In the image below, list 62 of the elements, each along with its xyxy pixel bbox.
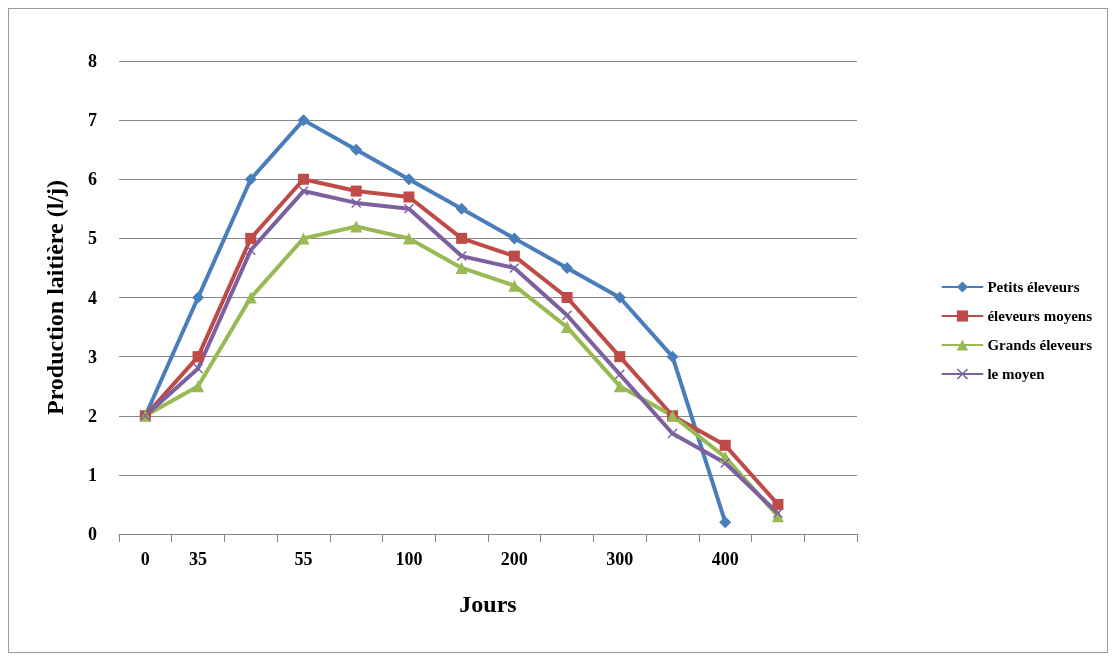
point [508,250,520,262]
point [456,251,467,262]
y-tick-label: 0 [88,524,97,544]
point [350,185,362,197]
point [402,173,415,186]
point [298,173,309,185]
y-tick-label: 8 [88,51,97,71]
x-tick-label: 100 [395,549,423,569]
y-tick-label: 1 [88,464,97,485]
point [402,232,415,245]
legend-label: Petits éleveurs [987,279,1080,295]
point [350,143,363,156]
point [562,310,573,321]
point [455,261,468,274]
x-tick-label: 35 [189,549,208,569]
point [192,380,205,393]
point [298,186,309,197]
point [614,351,626,363]
x-tick-label: 200 [500,549,528,569]
y-tick-label: 2 [88,405,97,426]
y-tick-label: 5 [88,228,97,249]
point [245,232,257,244]
x-tick-label: 0 [140,549,150,569]
y-tick-label: 4 [88,287,97,308]
point [509,262,520,273]
y-tick-label: 6 [88,169,97,190]
point [667,428,678,439]
point [719,439,731,451]
point [403,191,415,203]
point [351,197,362,208]
point [192,291,205,304]
point [772,508,783,519]
point [720,458,731,469]
x-tick-label: 300 [606,549,634,569]
legend-label: le moyen [987,366,1046,382]
point [403,203,414,214]
x-axis-title: Jours [459,591,517,617]
y-tick-label: 3 [88,346,97,367]
x-tick-label: 55 [294,549,313,569]
point [614,369,625,380]
y-axis-title: Production laitière (l/j) [42,179,68,416]
legend-label: Grands éleveurs [987,337,1093,353]
point [245,245,256,256]
point [192,351,204,363]
x-tick-label: 400 [711,549,739,569]
point [666,350,679,363]
point [613,380,626,393]
point [244,291,257,304]
point [613,291,626,304]
point [297,114,310,127]
point [719,516,732,529]
point [561,261,574,274]
point [772,498,784,510]
point [456,232,468,244]
y-tick-label: 7 [88,110,97,131]
point [193,363,204,374]
point [455,202,468,215]
point [244,173,257,186]
point [350,220,363,233]
legend-label: éleveurs moyens [987,308,1093,324]
point [508,232,521,245]
point [561,292,573,303]
